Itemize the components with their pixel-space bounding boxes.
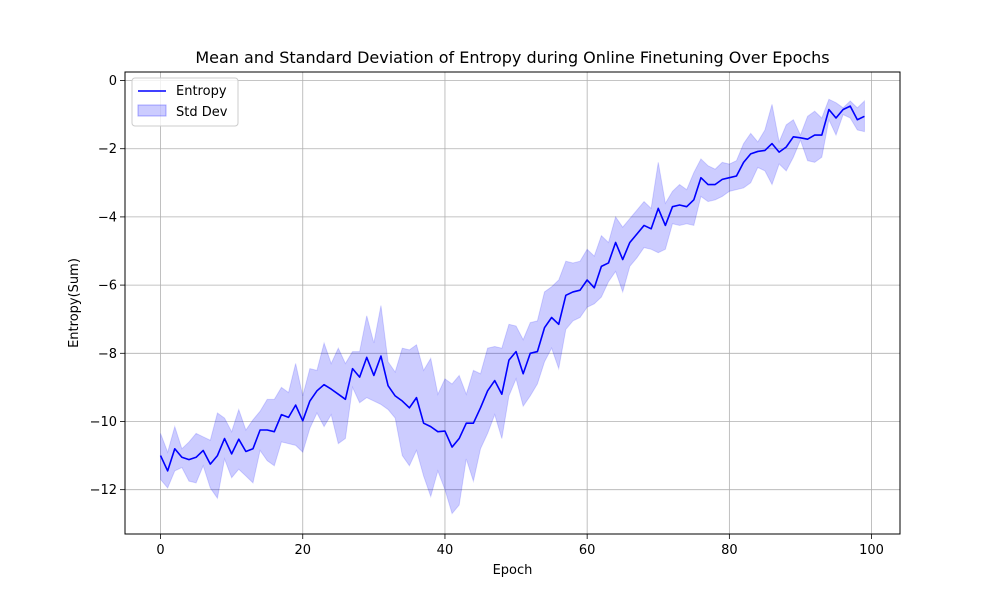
- y-tick-label: −6: [98, 279, 117, 294]
- x-tick-label: 60: [579, 543, 596, 558]
- y-tick-label: −10: [90, 415, 117, 430]
- x-tick-label: 40: [437, 543, 454, 558]
- legend-frame: [131, 77, 239, 127]
- legend-std-dev-label: Std Dev: [176, 105, 228, 120]
- ticks: 0 20 40 60 80 100 0 −2 −4 −6 −8 −10 −12: [90, 74, 884, 558]
- chart-title: Mean and Standard Deviation of Entropy d…: [195, 48, 829, 67]
- std-dev-band: [160, 98, 865, 515]
- y-tick-label: −4: [98, 210, 117, 225]
- y-tick-label: −8: [98, 347, 117, 362]
- legend: Entropy Std Dev: [131, 77, 239, 127]
- x-tick-label: 80: [721, 543, 738, 558]
- x-tick-label: 0: [156, 543, 164, 558]
- legend-std-dev-swatch: [137, 104, 167, 117]
- std-dev-band-layer: [160, 98, 865, 515]
- grid: [125, 72, 900, 534]
- x-axis-label: Epoch: [493, 563, 533, 578]
- y-tick-label: −2: [98, 142, 117, 157]
- entropy-line-layer: [159, 105, 865, 472]
- y-tick-label: −12: [90, 483, 117, 498]
- y-axis-label: Entropy(Sum): [67, 258, 82, 348]
- y-tick-label: 0: [109, 74, 117, 89]
- x-tick-label: 100: [859, 543, 884, 558]
- legend-entropy-label: Entropy: [176, 84, 227, 99]
- x-tick-label: 20: [294, 543, 311, 558]
- plot-frame: [124, 71, 901, 535]
- entropy-line: [159, 105, 865, 472]
